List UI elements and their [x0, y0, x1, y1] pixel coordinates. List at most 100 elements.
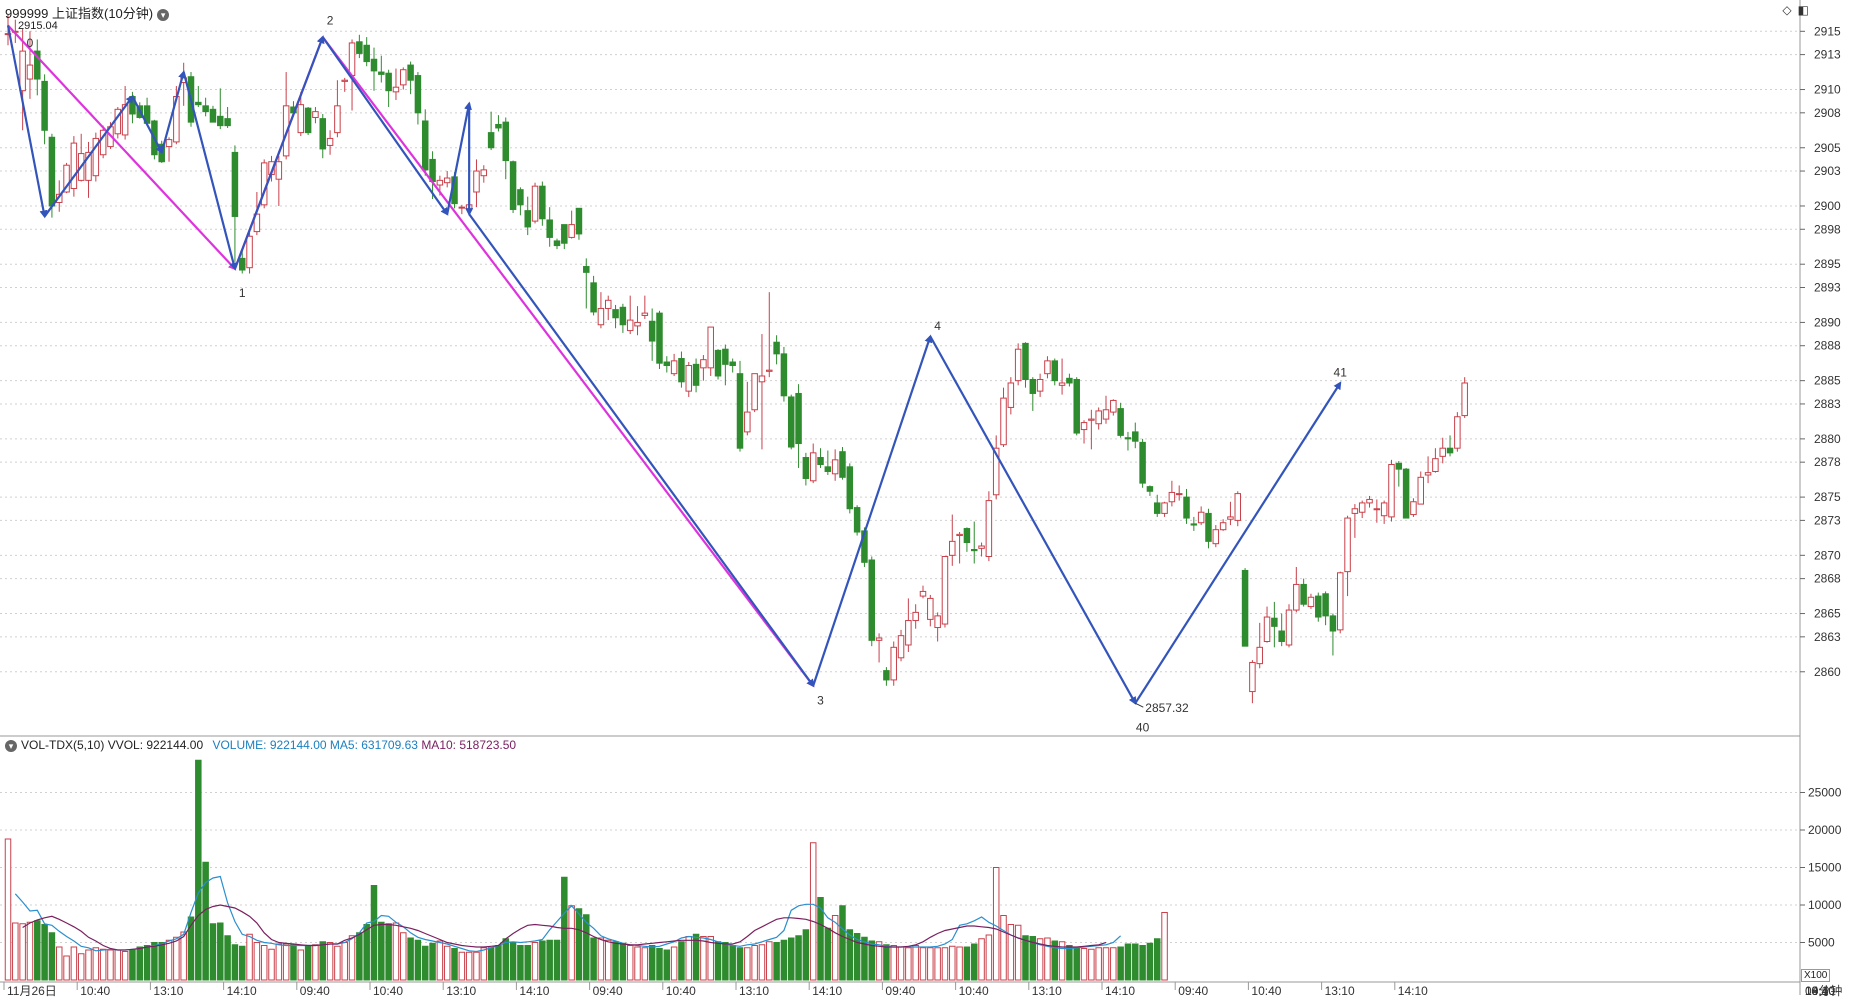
volume-header: ▾ VOL-TDX(5,10) VVOL: 922144.00 VOLUME: 9… [5, 738, 516, 752]
candle [1153, 494, 1161, 517]
volume-bar [970, 943, 978, 981]
candle [795, 384, 802, 468]
candle [1336, 571, 1344, 634]
candle-body [875, 637, 883, 641]
volume-bar [1088, 948, 1095, 981]
candle-body [238, 257, 246, 271]
candle-body [897, 635, 905, 659]
volume-bar [348, 935, 356, 981]
volume-bar [19, 923, 26, 981]
volume-bar [1029, 936, 1037, 981]
candle-body [692, 363, 700, 386]
candle [1300, 578, 1307, 607]
candle [949, 514, 956, 566]
candle [209, 105, 217, 123]
volume-tick-label: 15000 [1808, 861, 1842, 875]
chevron-down-icon[interactable]: ▾ [157, 8, 170, 21]
candle [341, 77, 348, 92]
candle-body [1066, 377, 1073, 384]
volume-bar [509, 942, 517, 981]
candle [1241, 568, 1249, 647]
volume-bar [1080, 948, 1088, 981]
candle [1110, 399, 1117, 416]
panel-toggle-icon[interactable]: ◧ [1797, 3, 1809, 17]
volume-bar [583, 914, 590, 981]
candle-body [202, 105, 209, 113]
volume-bar [1117, 946, 1124, 981]
candle-body [970, 549, 978, 552]
candle-body [1124, 437, 1132, 440]
candle [802, 452, 810, 486]
volume-bar [231, 944, 239, 981]
volume-bar [202, 861, 209, 981]
candle-body [392, 86, 400, 93]
time-tick-label: 10:40 [1805, 984, 1835, 998]
price-tick-label: 2885 [1814, 374, 1841, 388]
volume-bar [282, 943, 290, 981]
candle-body [992, 447, 1000, 496]
candle [238, 250, 246, 274]
volume-bar [941, 947, 949, 981]
candle-body [802, 457, 810, 479]
volume-bar [1124, 943, 1132, 981]
candle-body [41, 80, 48, 131]
minor-wave-segment [160, 70, 186, 153]
volume-bar [1014, 924, 1022, 981]
volume-bar [1153, 938, 1161, 981]
candle-body [941, 555, 949, 625]
candle-body [1439, 447, 1446, 457]
volume-bar [334, 945, 341, 981]
candle-body [707, 326, 714, 369]
candle [619, 303, 627, 333]
candle [583, 258, 590, 309]
volume-bar [949, 945, 956, 981]
candle [897, 629, 905, 662]
candle-body [1036, 378, 1044, 392]
low-price-label: 2857.32 [1145, 701, 1189, 715]
candle [34, 39, 41, 96]
candle [114, 106, 122, 139]
volume-bar [1044, 937, 1051, 981]
candle [531, 182, 539, 224]
candle-body [85, 151, 92, 181]
candle-body [780, 353, 788, 397]
volume-bar [414, 939, 422, 981]
volume-bar [268, 948, 275, 981]
volume-bar [700, 936, 707, 981]
candle [744, 381, 751, 436]
candle-body [312, 111, 319, 118]
time-tick-label: 09:40 [300, 984, 330, 998]
candle-body [1263, 616, 1271, 642]
candle-body [1234, 493, 1242, 521]
chevron-down-icon[interactable]: ▾ [5, 739, 17, 752]
candle-body [1256, 646, 1263, 665]
volume-bar [707, 936, 714, 981]
candle-body [1102, 409, 1110, 420]
candle [1388, 459, 1395, 522]
time-tick-label: 10:40 [373, 984, 403, 998]
candle [1066, 373, 1073, 387]
candle-body [568, 224, 575, 238]
candle-body [1022, 342, 1029, 380]
volume-bar [1095, 947, 1102, 981]
candle [736, 360, 744, 452]
ma5-value: MA5: 631709.63 [329, 738, 418, 752]
volume-bar [1022, 935, 1029, 981]
candle-body [736, 373, 744, 449]
candle-body [502, 121, 510, 162]
candle [1205, 508, 1212, 549]
candle [809, 443, 817, 484]
diamond-icon[interactable]: ◇ [1782, 3, 1792, 17]
volume-bar [1000, 915, 1007, 981]
candle [1146, 485, 1154, 496]
candle-body [209, 108, 217, 123]
wave-label: 0 [27, 36, 34, 50]
candle-body [1366, 498, 1373, 504]
candle [546, 207, 553, 247]
candle [1058, 358, 1066, 395]
candle-body [495, 123, 502, 129]
candle [1351, 504, 1359, 538]
price-tick-label: 2895 [1814, 257, 1841, 271]
candle-body [1175, 493, 1183, 496]
candle [539, 181, 546, 226]
